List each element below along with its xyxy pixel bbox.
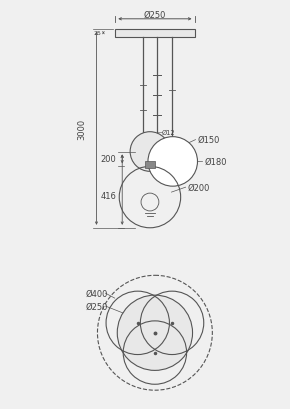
Text: Ø12: Ø12 — [162, 129, 175, 135]
Text: Ø150: Ø150 — [197, 136, 220, 145]
Text: Ø200: Ø200 — [188, 183, 210, 192]
Text: Ø400: Ø400 — [86, 289, 108, 298]
Text: 200: 200 — [101, 155, 116, 164]
Text: Ø250: Ø250 — [86, 302, 108, 311]
Circle shape — [130, 133, 170, 172]
Circle shape — [117, 295, 193, 371]
Bar — [115, 29, 195, 38]
Bar — [145, 162, 155, 169]
Circle shape — [148, 137, 197, 187]
Text: 416: 416 — [100, 191, 116, 200]
Text: 3000: 3000 — [77, 118, 87, 139]
Text: Ø180: Ø180 — [204, 157, 227, 166]
Text: Ø250: Ø250 — [144, 10, 166, 19]
Text: 25: 25 — [94, 31, 102, 36]
